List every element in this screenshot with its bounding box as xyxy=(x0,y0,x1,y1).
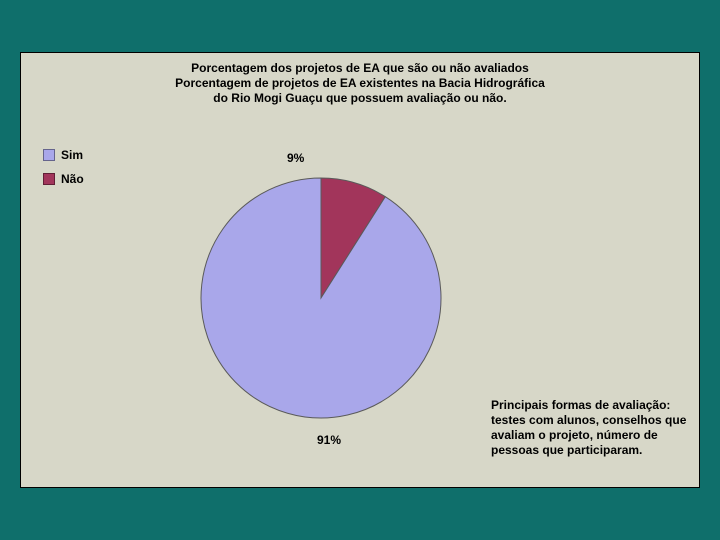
pie-label-nao: 9% xyxy=(287,151,304,165)
side-text: Principais formas de avaliação: testes c… xyxy=(491,398,691,458)
chart-panel: Porcentagem dos projetos de EA que são o… xyxy=(20,52,700,488)
pie-label-sim: 91% xyxy=(317,433,341,447)
stage: Porcentagem dos projetos de EA que são o… xyxy=(0,0,720,540)
pie-slice-sim xyxy=(201,178,441,418)
